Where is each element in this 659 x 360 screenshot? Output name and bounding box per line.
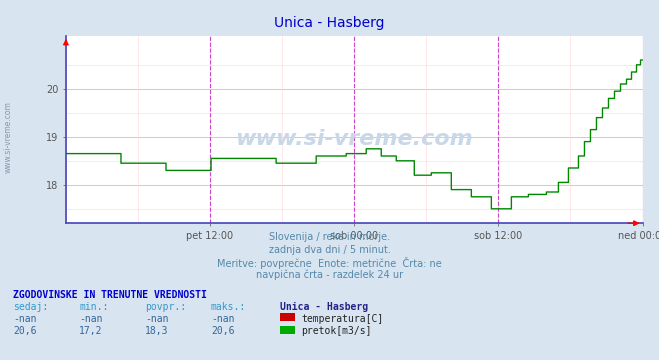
Text: Meritve: povprečne  Enote: metrične  Črta: ne: Meritve: povprečne Enote: metrične Črta:… [217, 257, 442, 269]
Text: 20,6: 20,6 [13, 326, 37, 336]
Text: pretok[m3/s]: pretok[m3/s] [301, 326, 372, 336]
Text: maks.:: maks.: [211, 302, 246, 312]
Text: min.:: min.: [79, 302, 109, 312]
Text: -nan: -nan [145, 314, 169, 324]
Text: Unica - Hasberg: Unica - Hasberg [274, 16, 385, 30]
Text: sedaj:: sedaj: [13, 302, 48, 312]
Text: www.si-vreme.com: www.si-vreme.com [3, 101, 13, 173]
Text: -nan: -nan [13, 314, 37, 324]
Text: Slovenija / reke in morje.: Slovenija / reke in morje. [269, 232, 390, 242]
Text: 18,3: 18,3 [145, 326, 169, 336]
Text: navpična črta - razdelek 24 ur: navpična črta - razdelek 24 ur [256, 270, 403, 280]
Text: temperatura[C]: temperatura[C] [301, 314, 384, 324]
Text: -nan: -nan [211, 314, 235, 324]
Text: zadnja dva dni / 5 minut.: zadnja dva dni / 5 minut. [269, 245, 390, 255]
Text: Unica - Hasberg: Unica - Hasberg [280, 302, 368, 312]
Text: povpr.:: povpr.: [145, 302, 186, 312]
Text: 17,2: 17,2 [79, 326, 103, 336]
Text: -nan: -nan [79, 314, 103, 324]
Text: ZGODOVINSKE IN TRENUTNE VREDNOSTI: ZGODOVINSKE IN TRENUTNE VREDNOSTI [13, 290, 207, 300]
Text: 20,6: 20,6 [211, 326, 235, 336]
Text: www.si-vreme.com: www.si-vreme.com [235, 129, 473, 149]
